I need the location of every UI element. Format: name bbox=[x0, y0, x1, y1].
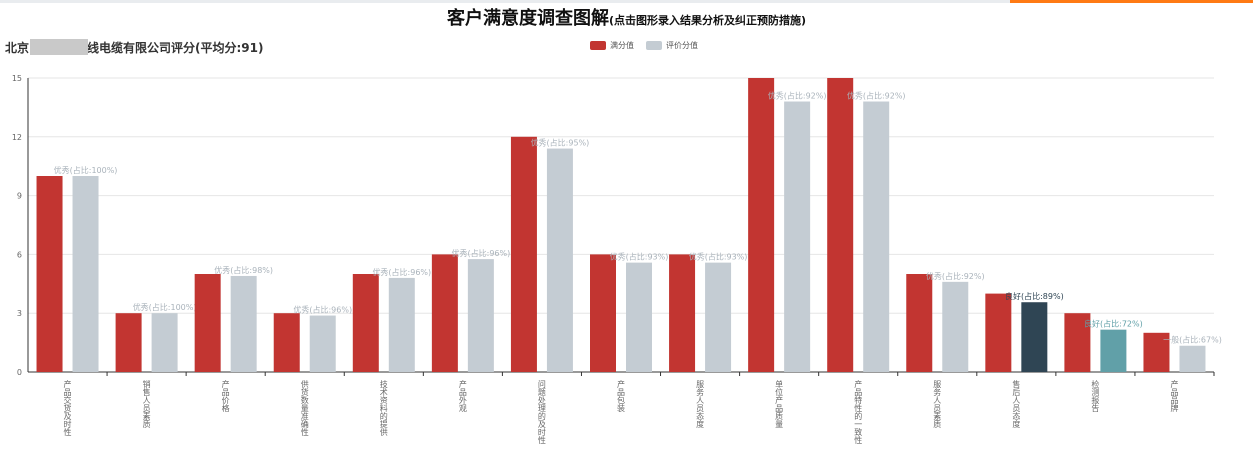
bar-series-1 bbox=[1143, 332, 1170, 372]
page-title[interactable]: 客户满意度调查图解(点击图形录入结果分析及纠正预防措施) bbox=[0, 4, 1253, 30]
x-category-label: 产品品牌 bbox=[1170, 379, 1179, 413]
bar-data-label: 优秀(占比:92%) bbox=[847, 91, 906, 101]
bar-data-label: 优秀(占比:92%) bbox=[926, 271, 985, 281]
bar-series-1 bbox=[906, 274, 933, 372]
bar-series-1 bbox=[36, 176, 63, 372]
bar-data-label: 优秀(占比:96%) bbox=[452, 248, 511, 258]
x-category-label: 问题处理的及时性 bbox=[537, 380, 546, 444]
bar-data-label: 优秀(占比:100%) bbox=[133, 302, 197, 312]
bar-series-1 bbox=[669, 254, 696, 372]
x-category-label: 供货数量准确性 bbox=[300, 379, 309, 436]
bar-data-label: 良好(占比:89%) bbox=[1005, 291, 1064, 301]
bar-data-label: 优秀(占比:93%) bbox=[689, 252, 748, 262]
redaction-mask bbox=[30, 39, 88, 55]
bar-data-label: 优秀(占比:100%) bbox=[54, 165, 118, 175]
bar-series-1 bbox=[431, 254, 458, 372]
legend-swatch-series-2 bbox=[646, 41, 662, 50]
legend-item-series-1[interactable]: 满分值 bbox=[590, 40, 634, 51]
y-tick-label: 9 bbox=[17, 192, 22, 201]
bar-data-label: 优秀(占比:96%) bbox=[293, 305, 352, 315]
y-tick-label: 6 bbox=[17, 250, 22, 259]
chart-legend: 满分值 评价分值 bbox=[590, 40, 698, 51]
bar-series-2 bbox=[784, 101, 811, 373]
bar-data-label: 良好(占比:72%) bbox=[1084, 319, 1143, 329]
x-category-label: 技术资料的提供 bbox=[379, 379, 388, 437]
chart-title-suffix: 线电缆有限公司评分(平均分:91) bbox=[87, 41, 264, 55]
y-tick-label: 15 bbox=[12, 74, 22, 83]
y-tick-label: 12 bbox=[12, 133, 22, 142]
page-title-text: 客户满意度调查图解 bbox=[446, 8, 609, 29]
x-category-label: 单位产品质量 bbox=[775, 379, 784, 428]
x-category-label: 检测报告 bbox=[1091, 379, 1100, 413]
bar-data-label: 优秀(占比:95%) bbox=[531, 138, 590, 148]
legend-item-series-2[interactable]: 评价分值 bbox=[646, 40, 698, 51]
x-category-label: 产品价格 bbox=[221, 379, 230, 413]
bar-series-1 bbox=[1064, 313, 1091, 372]
top-accent-bar bbox=[1010, 0, 1253, 3]
bar-data-label: 优秀(占比:96%) bbox=[372, 267, 431, 277]
bar-series-2 bbox=[942, 281, 969, 372]
bar-series-2 bbox=[309, 315, 336, 372]
bar-series-2 bbox=[863, 101, 890, 373]
page-subtitle: (点击图形录入结果分析及纠正预防措施) bbox=[608, 14, 807, 27]
bar-series-2 bbox=[72, 176, 99, 372]
bar-data-label: 优秀(占比:93%) bbox=[610, 252, 669, 262]
bar-series-2 bbox=[467, 259, 494, 372]
bar-series-2 bbox=[230, 275, 257, 372]
bar-series-2 bbox=[388, 277, 415, 372]
bar-data-label: 一般(占比:67%) bbox=[1163, 335, 1222, 345]
bar-series-1 bbox=[748, 78, 775, 372]
bar-series-1 bbox=[194, 274, 221, 372]
bar-data-label: 优秀(占比:92%) bbox=[768, 91, 827, 101]
bar-series-2 bbox=[1179, 345, 1206, 372]
bar-series-1 bbox=[827, 78, 854, 372]
bar-series-2 bbox=[705, 262, 732, 372]
x-category-label: 产品交货及时性 bbox=[63, 379, 72, 436]
bar-series-2 bbox=[1021, 302, 1048, 372]
bar-series-1 bbox=[590, 254, 616, 372]
chart-title: 北京 线电缆有限公司评分(平均分:91) bbox=[5, 39, 263, 56]
bar-series-1 bbox=[510, 136, 537, 372]
x-category-label: 产品特性的一致性 bbox=[854, 379, 863, 444]
x-category-label: 产品外观 bbox=[458, 379, 467, 413]
x-category-label: 产品包装 bbox=[617, 379, 626, 413]
bar-series-2 bbox=[626, 262, 652, 372]
bar-series-1 bbox=[352, 274, 379, 372]
x-category-label: 服务人员态度 bbox=[696, 380, 705, 429]
legend-label-series-1: 满分值 bbox=[610, 41, 634, 50]
bar-series-2 bbox=[151, 313, 178, 372]
bar-data-label: 优秀(占比:98%) bbox=[214, 265, 273, 275]
chart-title-prefix: 北京 bbox=[5, 41, 30, 55]
bar-series-2 bbox=[546, 148, 573, 372]
x-category-label: 服务人员素质 bbox=[933, 380, 942, 429]
x-category-label: 售后人员态度 bbox=[1012, 379, 1021, 429]
bar-series-1 bbox=[115, 313, 142, 372]
bar-series-1 bbox=[985, 293, 1012, 372]
legend-swatch-series-1 bbox=[590, 41, 606, 50]
bar-series-2 bbox=[1100, 329, 1127, 372]
y-tick-label: 0 bbox=[17, 368, 22, 377]
x-category-label: 销售人员素质 bbox=[142, 379, 151, 429]
top-strip bbox=[0, 0, 1253, 3]
legend-label-series-2: 评价分值 bbox=[666, 41, 698, 50]
y-tick-label: 3 bbox=[17, 309, 22, 318]
bar-series-1 bbox=[273, 313, 300, 372]
